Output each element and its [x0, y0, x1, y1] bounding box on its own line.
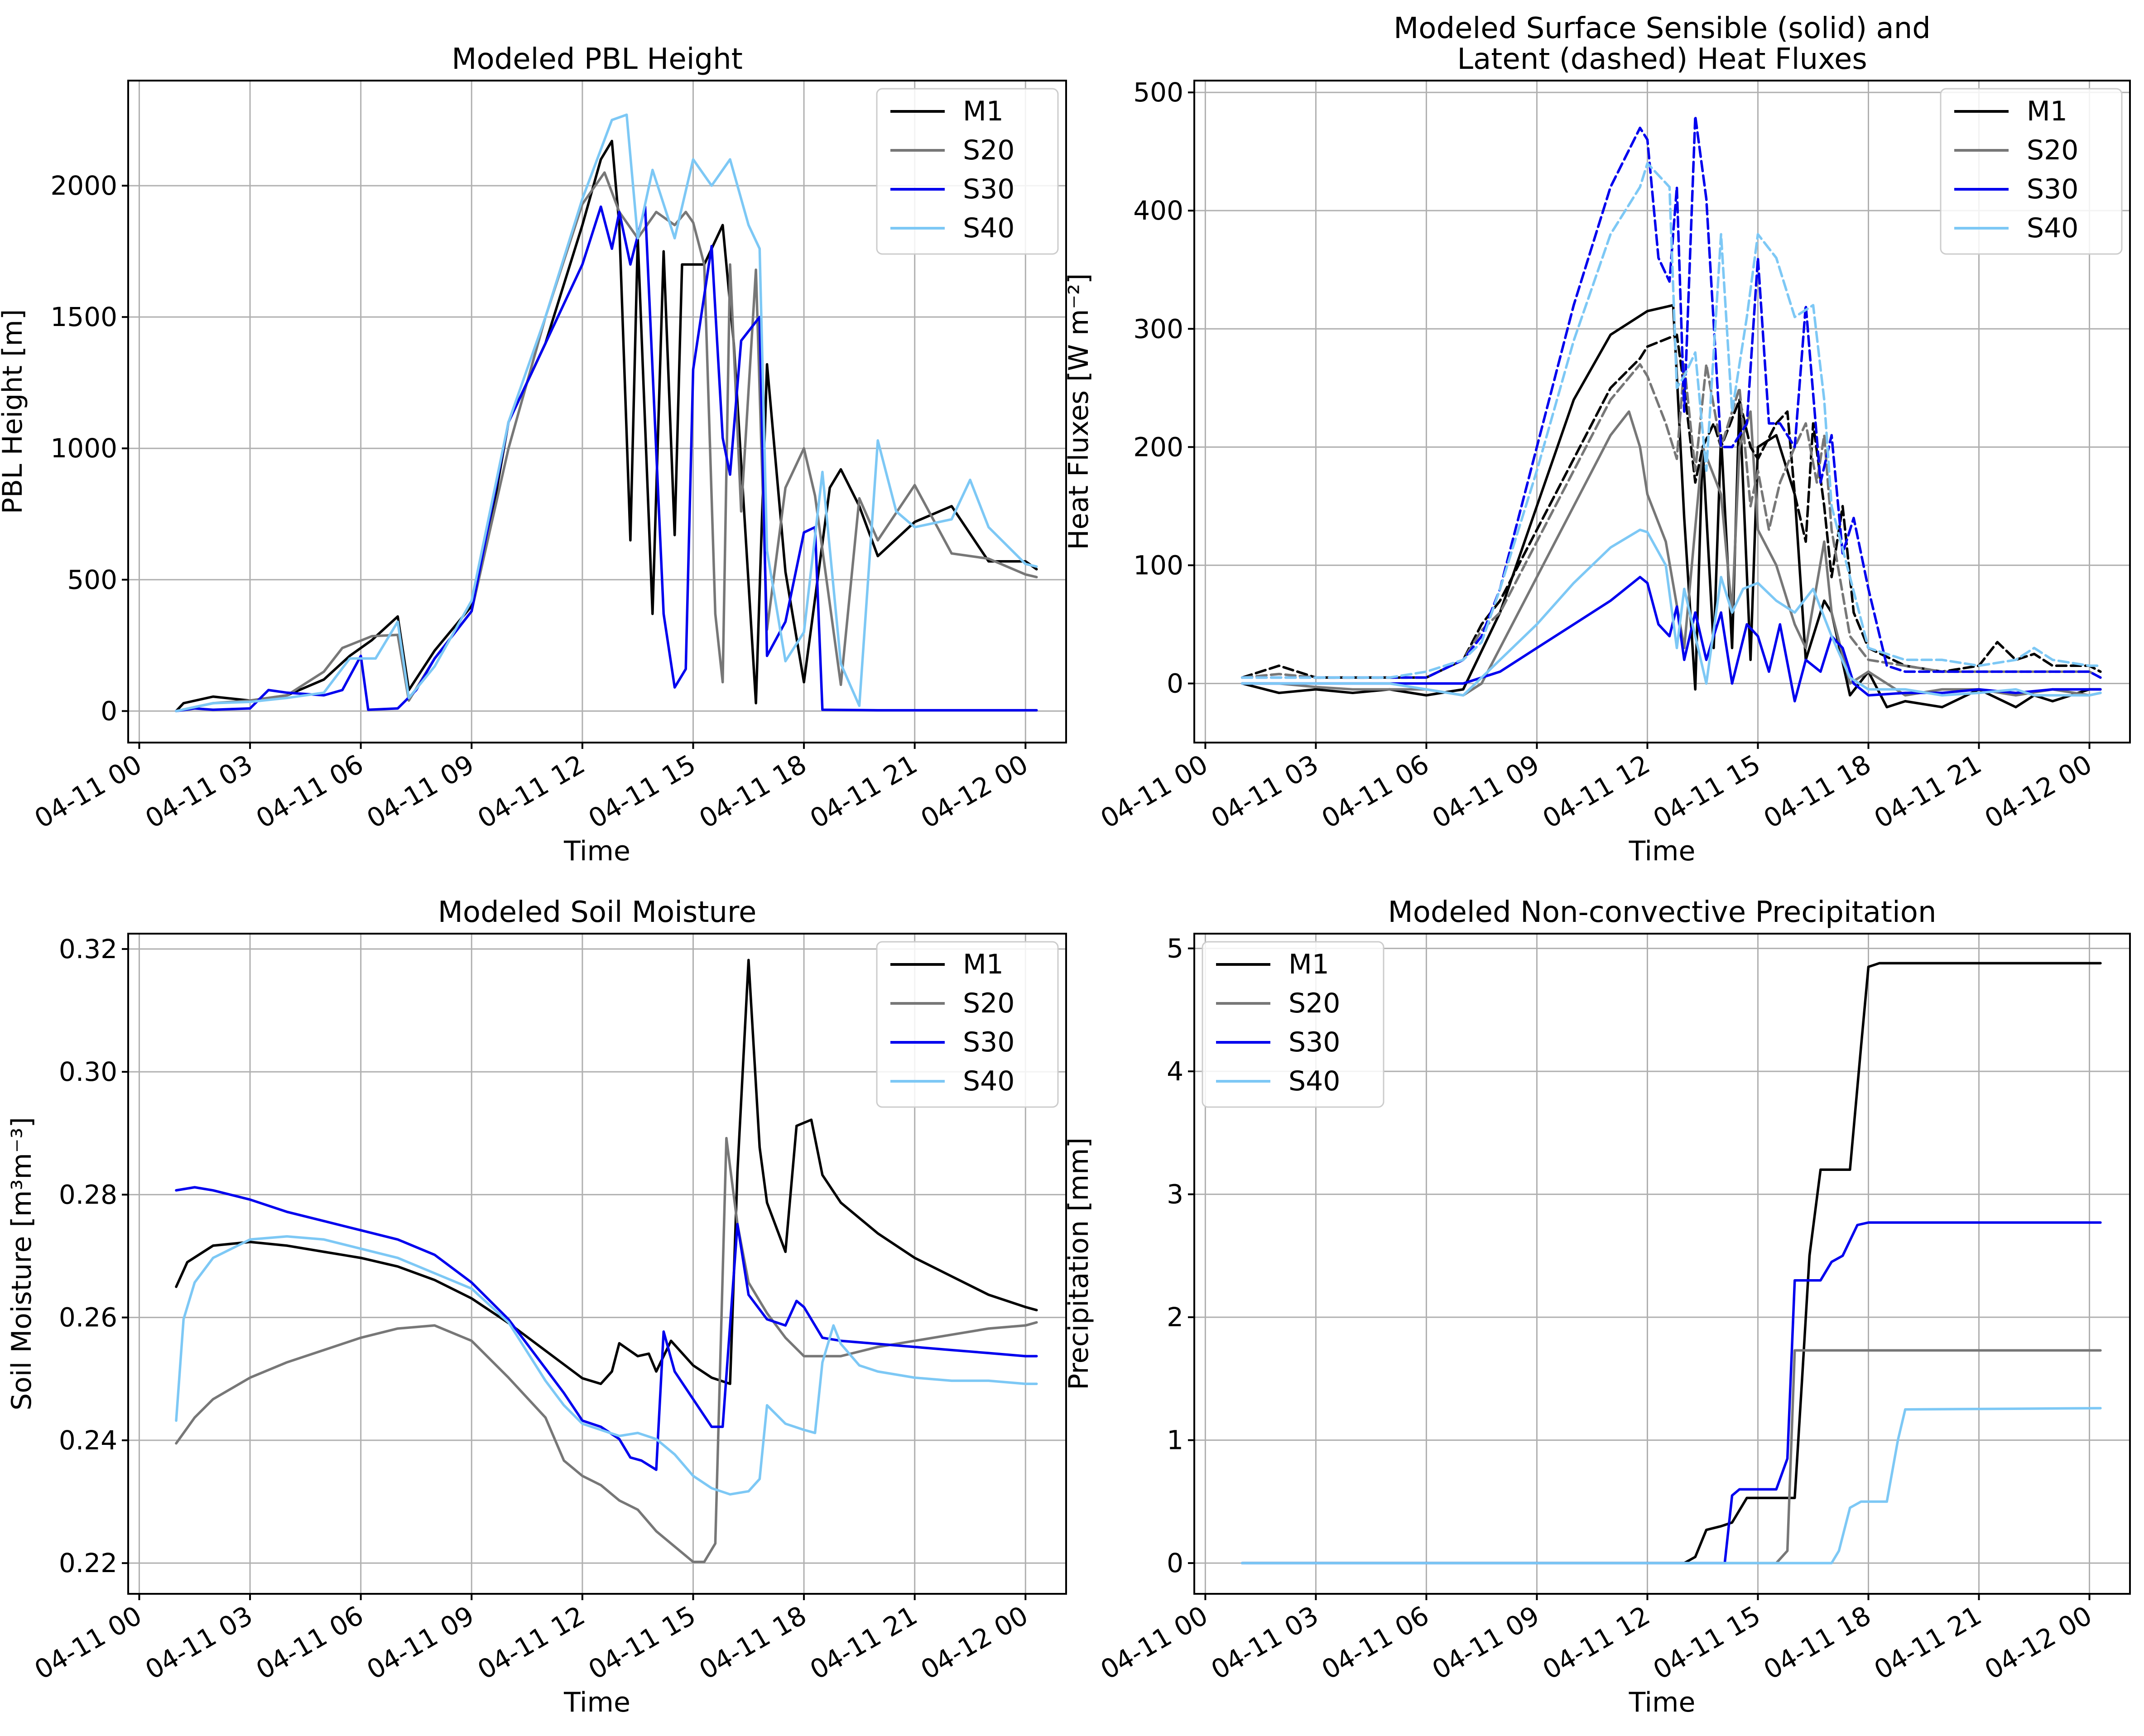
series-line-s30-dashed [1240, 115, 2102, 679]
legend-label-m1: M1 [963, 949, 1004, 980]
legend-label-m1: M1 [2027, 96, 2067, 127]
y-tick-label: 0.24 [59, 1425, 117, 1456]
chart-title: Modeled Surface Sensible (solid) and [1394, 12, 1931, 45]
plot-frame [1193, 80, 2131, 743]
chart-title: Latent (dashed) Heat Fluxes [1457, 43, 1867, 76]
y-tick-label: 5 [1167, 933, 1183, 964]
plot-frame [127, 933, 1067, 1595]
y-tick-label: 3 [1167, 1179, 1183, 1210]
series-line-s40-solid [1240, 528, 2102, 697]
y-tick-label: 500 [1133, 77, 1183, 108]
y-tick-label: 1500 [50, 302, 117, 332]
y-axis-label: Heat Fluxes [W m⁻²] [1063, 273, 1095, 550]
legend-label-s30: S30 [1288, 1026, 1340, 1058]
legend-label-s20: S20 [1288, 988, 1340, 1019]
chart-title: Modeled PBL Height [452, 43, 743, 76]
y-tick-label: 100 [1133, 550, 1183, 580]
legend-label-s30: S30 [963, 1026, 1014, 1058]
legend: M1 S20 S30 S40 [876, 88, 1059, 255]
series-line-s30-solid [175, 205, 1038, 713]
series-line-s30-solid [1240, 575, 2102, 703]
x-axis-label: Time [563, 1687, 630, 1718]
legend-label-m1: M1 [1288, 949, 1329, 980]
legend-box [1940, 88, 2123, 255]
y-tick-label: 2000 [50, 170, 117, 201]
legend-box [1202, 941, 1384, 1108]
legend-label-s20: S20 [2027, 134, 2078, 166]
legend-box [876, 941, 1059, 1108]
y-axis-label: Precipitation [mm] [1063, 1137, 1095, 1390]
legend-label-s40: S40 [963, 212, 1014, 244]
legend-label-s40: S40 [2027, 212, 2078, 244]
legend-label-m1: M1 [963, 96, 1004, 127]
legend: M1 S20 S30 S40 [1940, 88, 2123, 255]
y-tick-label: 0.28 [59, 1179, 117, 1210]
y-axis-label: PBL Height [m] [0, 309, 29, 514]
y-tick-label: 0 [101, 695, 117, 726]
x-axis-label: Time [563, 835, 630, 867]
y-tick-label: 0 [1167, 1548, 1183, 1578]
x-axis-label: Time [1629, 835, 1696, 867]
series-group [1240, 962, 2102, 1564]
y-tick-label: 1000 [50, 433, 117, 464]
series-group [175, 959, 1038, 1563]
y-tick-label: 1 [1167, 1425, 1183, 1456]
y-tick-label: 2 [1167, 1302, 1183, 1333]
y-tick-label: 0.32 [59, 934, 117, 964]
legend-label-s20: S20 [963, 988, 1014, 1019]
y-axis-label: Soil Moisture [m³m⁻³] [6, 1117, 38, 1410]
y-tick-label: 0.30 [59, 1056, 117, 1087]
legend-label-s20: S20 [963, 134, 1014, 166]
series-group [1240, 115, 2102, 709]
y-tick-label: 500 [67, 564, 117, 595]
y-tick-label: 400 [1133, 195, 1183, 226]
legend-label-s30: S30 [963, 173, 1014, 205]
y-tick-label: 300 [1133, 313, 1183, 344]
series-line-s40-dashed [1240, 162, 2102, 679]
legend: M1 S20 S30 S40 [1202, 941, 1384, 1108]
y-tick-label: 0.22 [59, 1548, 117, 1578]
series-line-s40-solid [175, 113, 1038, 713]
legend-label-s40: S40 [963, 1065, 1014, 1097]
series-line-s30-solid [1240, 1221, 2102, 1564]
plot-frame [1193, 933, 2131, 1595]
series-line-m1-solid [175, 959, 1038, 1385]
y-tick-label: 0.26 [59, 1302, 117, 1333]
chart-title: Modeled Soil Moisture [438, 896, 757, 929]
series-line-m1-solid [1240, 962, 2102, 1564]
y-tick-label: 200 [1133, 432, 1183, 462]
legend-label-s30: S30 [2027, 173, 2078, 205]
chart-title: Modeled Non-convective Precipitation [1388, 896, 1936, 929]
series-line-s20-solid [175, 171, 1038, 713]
legend-box [876, 88, 1059, 255]
plot-frame [127, 80, 1067, 743]
series-line-s40-solid [175, 1235, 1038, 1496]
series-line-s20-solid [175, 1137, 1038, 1563]
x-axis-label: Time [1629, 1687, 1696, 1718]
series-group [175, 113, 1038, 713]
legend: M1 S20 S30 S40 [876, 941, 1059, 1108]
series-line-s40-solid [1240, 1407, 2102, 1564]
legend-label-s40: S40 [1288, 1065, 1340, 1097]
series-line-s30-solid [175, 1186, 1038, 1471]
y-tick-label: 0 [1167, 668, 1183, 699]
y-tick-label: 4 [1167, 1056, 1183, 1087]
